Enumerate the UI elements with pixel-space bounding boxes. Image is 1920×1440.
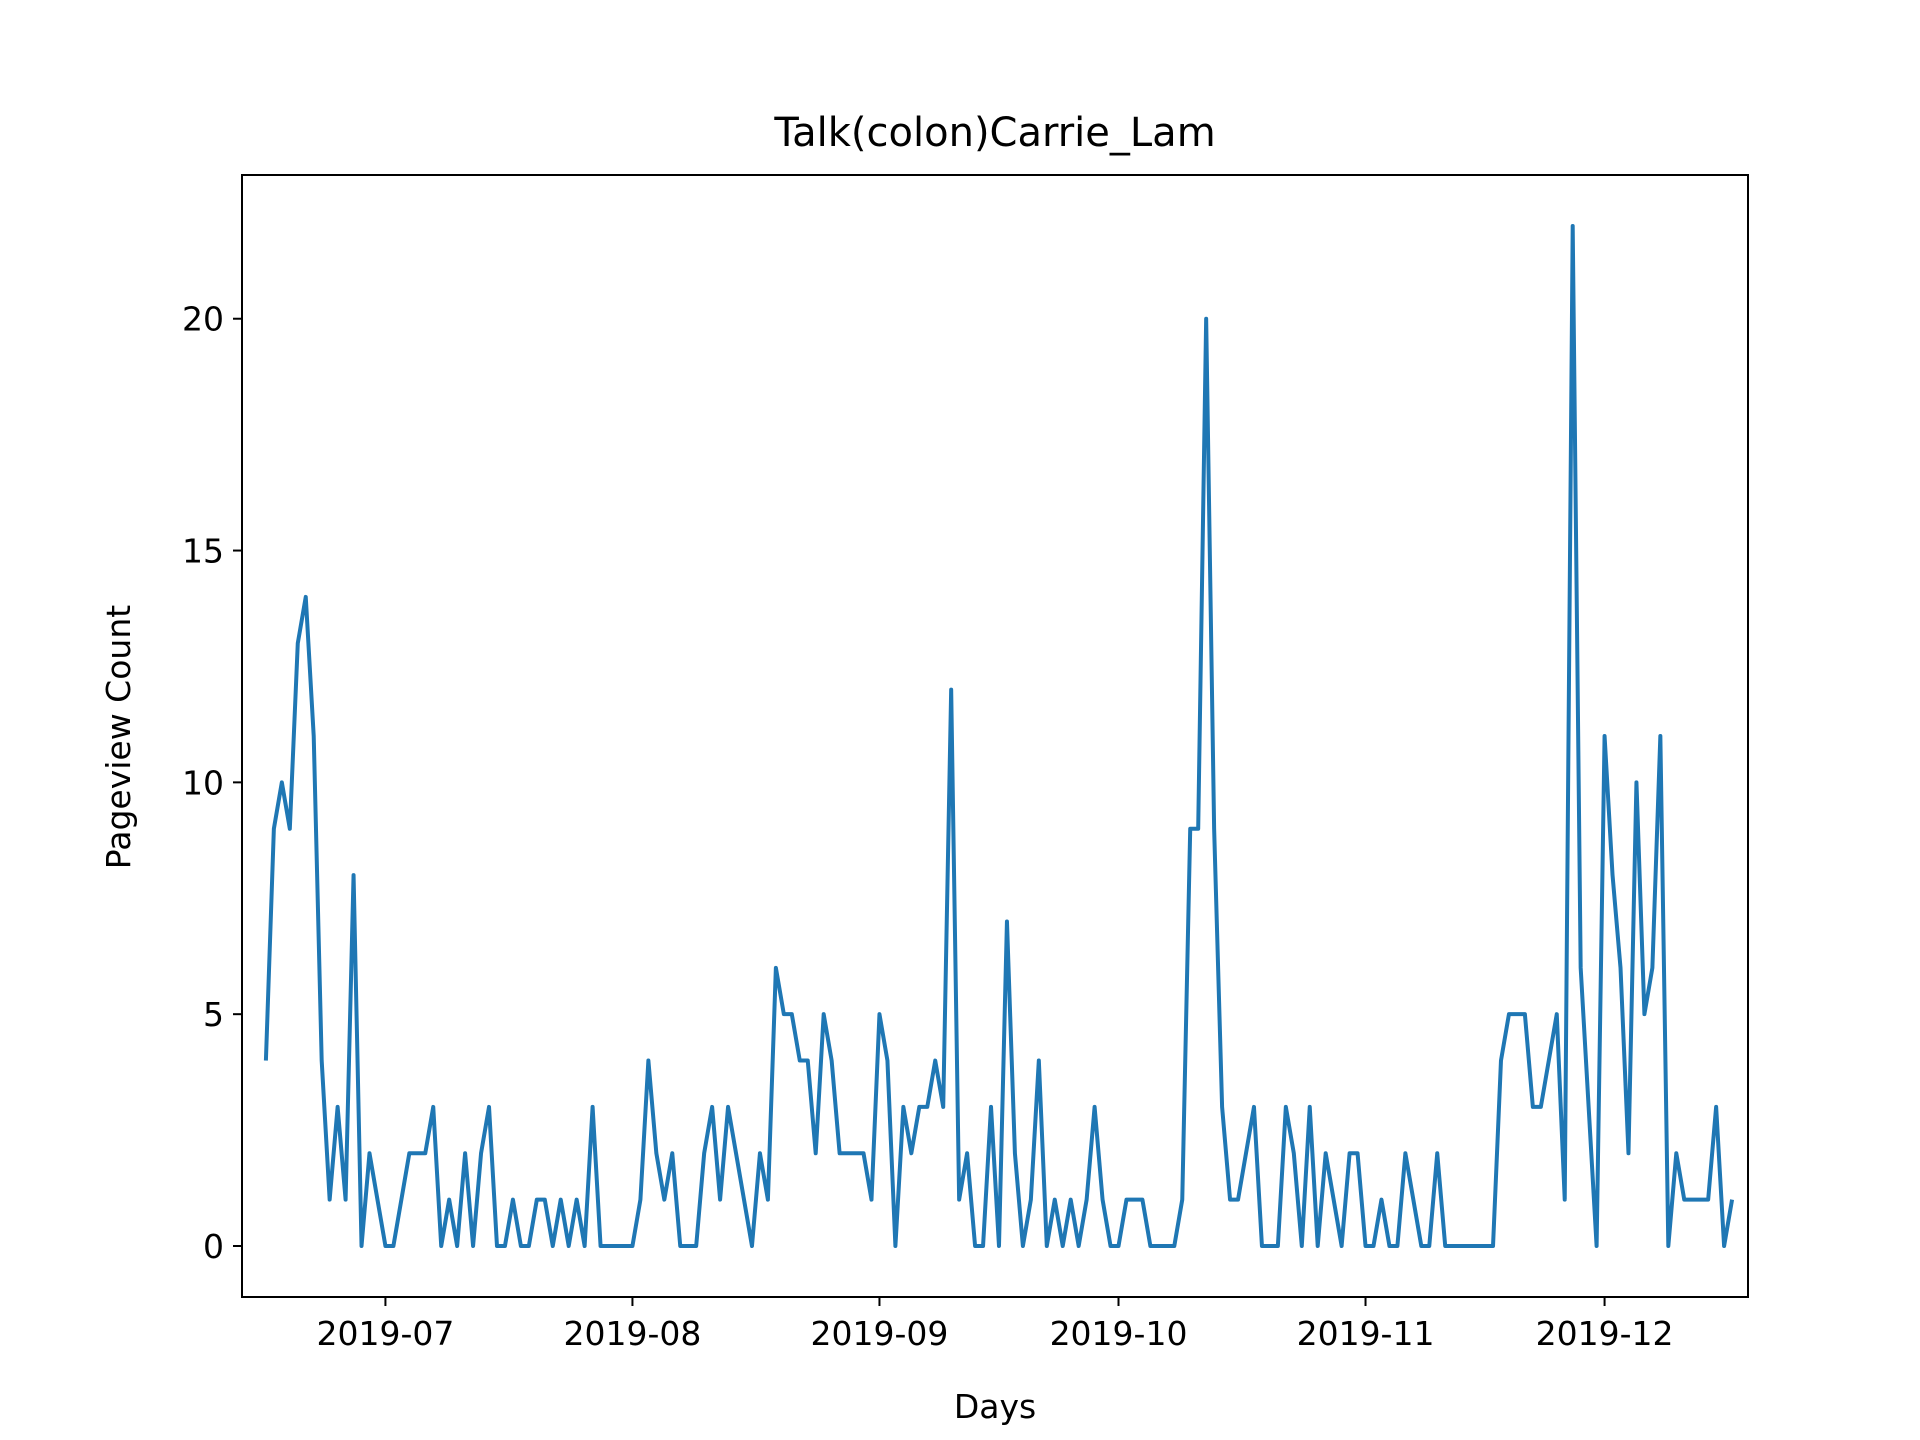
y-tick-label: 0 — [203, 1227, 224, 1266]
series-line-0 — [263, 224, 1735, 1248]
y-tick-label: 10 — [182, 763, 224, 802]
y-tick-label: 15 — [182, 532, 224, 571]
y-tick-label: 5 — [203, 995, 224, 1034]
plot-area — [263, 224, 1735, 1248]
x-axis-label: Days — [954, 1387, 1036, 1426]
x-tick-label: 2019-09 — [811, 1314, 949, 1353]
x-tick-label: 2019-10 — [1050, 1314, 1188, 1353]
x-axis: 2019-07 2019-08 2019-09 2019-10 2019-11 2019-… — [316, 1297, 1674, 1353]
x-tick-label: 2019-07 — [316, 1314, 454, 1353]
x-tick-label: 2019-12 — [1536, 1314, 1674, 1353]
x-tick-label: 2019-11 — [1297, 1314, 1435, 1353]
axes-frame — [241, 174, 1749, 1298]
y-axis-label: Pageview Count — [99, 605, 138, 869]
x-tick-label: 2019-08 — [563, 1314, 701, 1353]
chart-title: Talk(colon)Carrie_Lam — [773, 110, 1215, 156]
y-tick-label: 20 — [182, 300, 224, 339]
y-axis: 0 5 10 15 20 — [182, 300, 242, 1266]
